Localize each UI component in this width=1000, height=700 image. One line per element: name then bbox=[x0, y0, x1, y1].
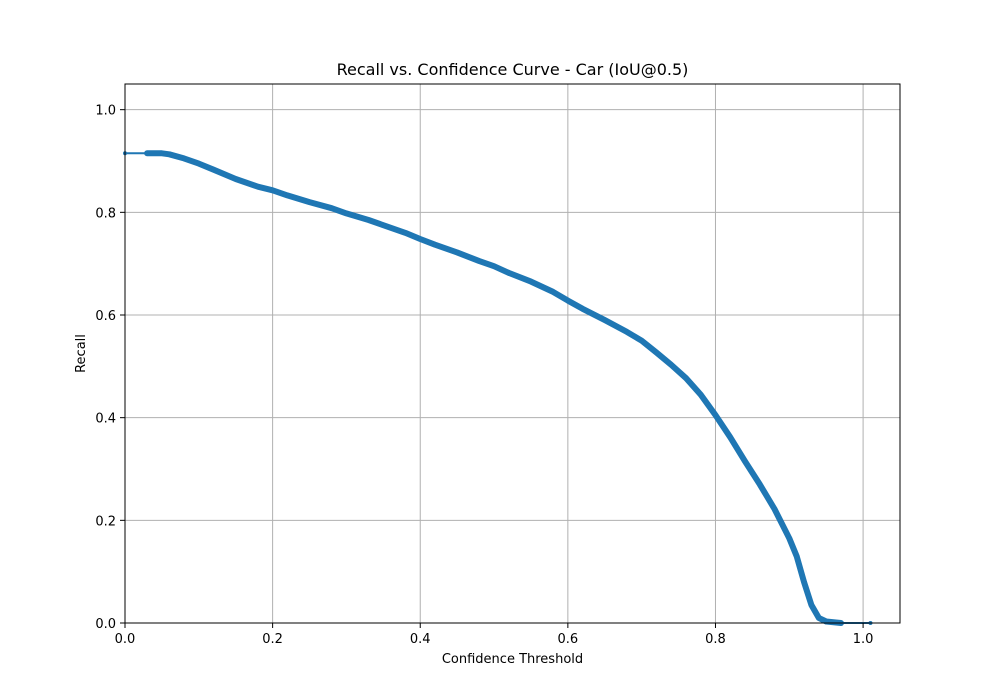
chart-title: Recall vs. Confidence Curve - Car (IoU@0… bbox=[337, 60, 689, 79]
data-point bbox=[551, 289, 556, 294]
data-point bbox=[654, 350, 659, 355]
data-point bbox=[743, 459, 747, 464]
y-tick-label: 0.6 bbox=[95, 309, 116, 324]
x-tick-label: 0.0 bbox=[115, 632, 136, 647]
data-point bbox=[602, 318, 607, 323]
data-point bbox=[683, 376, 688, 381]
data-point bbox=[418, 237, 423, 242]
data-point bbox=[824, 619, 829, 624]
x-tick-label: 0.6 bbox=[558, 632, 579, 647]
data-point bbox=[787, 536, 792, 541]
data-point bbox=[624, 329, 629, 334]
data-point bbox=[167, 152, 172, 157]
data-point bbox=[669, 362, 674, 367]
x-tick-label: 1.0 bbox=[853, 632, 874, 647]
data-point bbox=[794, 554, 799, 559]
data-point bbox=[477, 259, 482, 264]
x-axis-label: Confidence Threshold bbox=[442, 652, 583, 667]
series-layer bbox=[123, 150, 873, 626]
y-tick-label: 1.0 bbox=[95, 104, 116, 119]
x-tick-label: 0.8 bbox=[705, 632, 726, 647]
data-point bbox=[159, 151, 164, 156]
data-point bbox=[344, 211, 349, 216]
data-point bbox=[285, 193, 290, 198]
x-tick-label: 0.4 bbox=[410, 632, 431, 647]
data-point bbox=[255, 184, 260, 189]
data-point bbox=[528, 279, 533, 284]
data-point bbox=[506, 270, 511, 275]
data-point bbox=[196, 161, 201, 166]
data-point bbox=[698, 392, 703, 397]
data-point bbox=[307, 200, 312, 205]
data-point bbox=[639, 338, 644, 343]
data-point bbox=[270, 188, 275, 193]
x-tick-label: 0.2 bbox=[262, 632, 283, 647]
ticks: 0.0 0.2 0.4 0.6 0.8 1.0 0.0 0.2 0.4 0.6 0.8 1.0 bbox=[95, 104, 873, 647]
data-point bbox=[366, 218, 371, 223]
data-point bbox=[403, 230, 408, 235]
data-point bbox=[802, 579, 807, 584]
y-tick-label: 0.8 bbox=[95, 206, 116, 221]
data-point bbox=[816, 615, 821, 620]
plot-frame bbox=[124, 83, 901, 624]
data-point bbox=[580, 306, 585, 311]
data-point bbox=[565, 298, 570, 303]
data-point bbox=[145, 151, 150, 156]
data-point bbox=[233, 176, 238, 181]
y-tick-label: 0.2 bbox=[95, 514, 116, 529]
y-tick-label: 0.0 bbox=[95, 617, 116, 632]
data-point bbox=[211, 167, 216, 172]
data-point bbox=[433, 242, 437, 247]
data-point bbox=[713, 413, 718, 418]
data-point bbox=[381, 223, 386, 228]
data-point bbox=[492, 264, 497, 269]
data-point bbox=[455, 250, 460, 255]
data-point bbox=[757, 482, 762, 487]
data-point bbox=[809, 603, 814, 608]
data-point bbox=[182, 156, 187, 161]
data-point bbox=[329, 206, 334, 211]
data-point bbox=[772, 507, 777, 512]
y-tick-label: 0.4 bbox=[95, 412, 116, 427]
data-point bbox=[728, 435, 733, 440]
y-axis-label: Recall bbox=[74, 334, 89, 373]
